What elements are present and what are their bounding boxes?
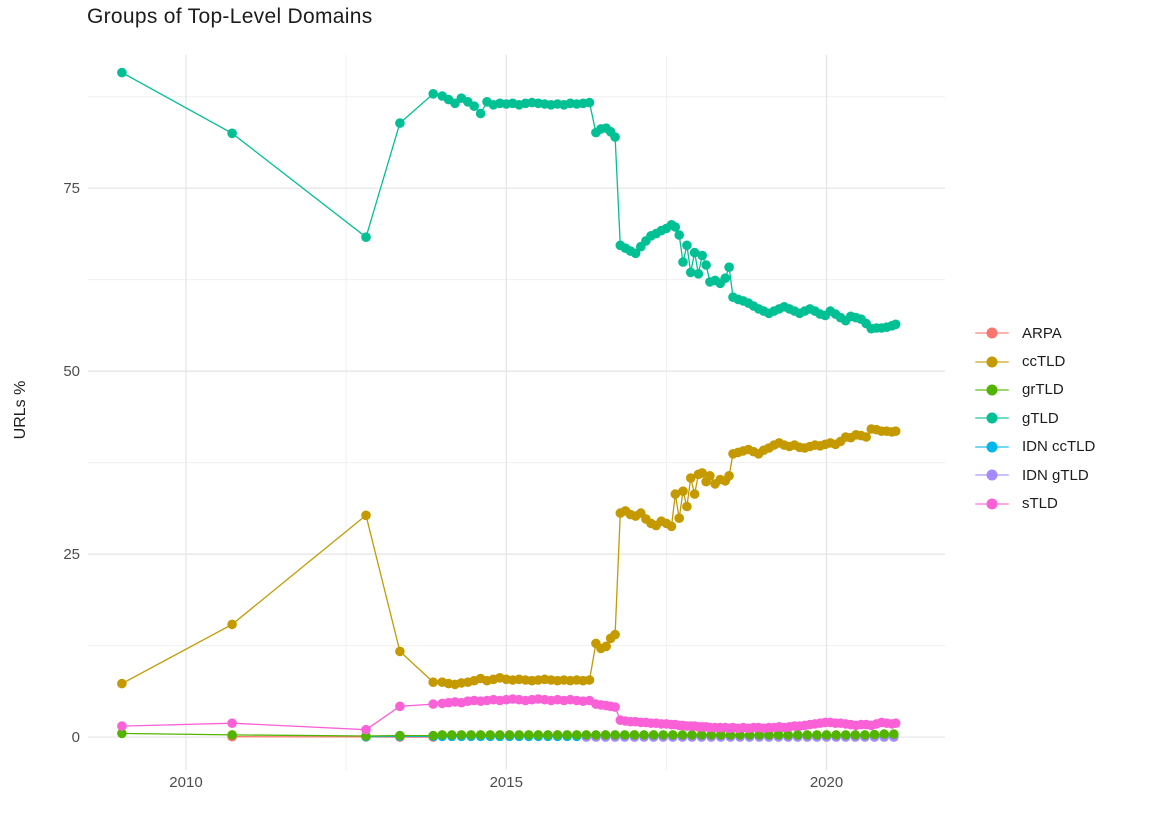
series-gtld bbox=[117, 67, 901, 334]
legend-item-idn-cctld: IDN ccTLD bbox=[975, 433, 1095, 461]
legend-item-stld: sTLD bbox=[975, 489, 1095, 517]
legend-point-swatch bbox=[986, 441, 998, 453]
legend-key-icon bbox=[975, 497, 1009, 510]
legend-item-label: sTLD bbox=[1022, 495, 1058, 513]
legend-key-icon bbox=[975, 383, 1009, 396]
legend-item-label: gTLD bbox=[1022, 409, 1059, 427]
legend-item-gtld: gTLD bbox=[975, 404, 1095, 432]
legend-item-grtld: grTLD bbox=[975, 376, 1095, 404]
legend-item-label: grTLD bbox=[1022, 381, 1064, 399]
legend-item-idn-gtld: IDN gTLD bbox=[975, 461, 1095, 489]
legend-key-icon bbox=[975, 355, 1009, 368]
legend-point-swatch bbox=[986, 327, 998, 339]
legend-point-swatch bbox=[986, 356, 998, 368]
legend-item-arpa: ARPA bbox=[975, 319, 1095, 347]
legend-point-swatch bbox=[986, 412, 998, 424]
series-grtld bbox=[117, 728, 899, 741]
svg-text:75: 75 bbox=[63, 180, 80, 197]
svg-text:0: 0 bbox=[72, 729, 80, 746]
svg-text:2020: 2020 bbox=[810, 774, 843, 791]
svg-text:25: 25 bbox=[63, 546, 80, 563]
series-cctld bbox=[117, 424, 901, 690]
series-stld bbox=[117, 694, 901, 735]
legend-key-icon bbox=[975, 469, 1009, 482]
legend-key-icon bbox=[975, 327, 1009, 340]
legend-item-label: ARPA bbox=[1022, 324, 1062, 342]
svg-text:2010: 2010 bbox=[169, 774, 202, 791]
legend-key-icon bbox=[975, 412, 1009, 425]
legend-point-swatch bbox=[986, 469, 998, 481]
legend-item-label: IDN ccTLD bbox=[1022, 438, 1096, 456]
legend-item-label: IDN gTLD bbox=[1022, 466, 1089, 484]
legend-point-swatch bbox=[986, 498, 998, 510]
legend-point-swatch bbox=[986, 384, 998, 396]
svg-text:2015: 2015 bbox=[490, 774, 523, 791]
legend-key-icon bbox=[975, 440, 1009, 453]
legend: ARPA ccTLD grTLD gTLD IDN ccTLD IDN gTLD… bbox=[975, 319, 1095, 518]
chart-title: Groups of Top-Level Domains bbox=[87, 5, 373, 28]
legend-item-cctld: ccTLD bbox=[975, 347, 1095, 375]
svg-text:50: 50 bbox=[63, 363, 80, 380]
legend-item-label: ccTLD bbox=[1022, 353, 1066, 371]
